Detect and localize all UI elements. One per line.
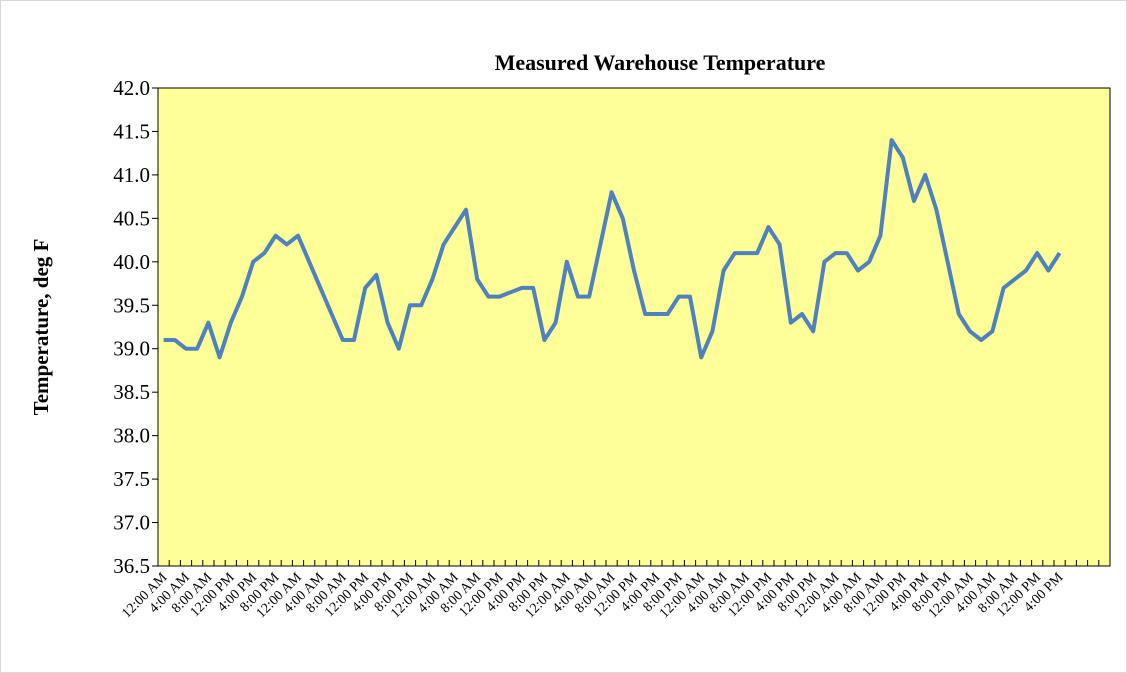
data-line bbox=[163, 138, 1062, 360]
y-tick-label: 40.0 bbox=[113, 250, 150, 274]
y-tick-label: 36.5 bbox=[113, 554, 150, 578]
y-tick-label: 40.5 bbox=[113, 206, 150, 230]
y-tick-label: 38.0 bbox=[113, 424, 150, 448]
plot-border bbox=[157, 87, 1111, 567]
chart-title: Measured Warehouse Temperature bbox=[495, 50, 826, 75]
y-axis-label: Temperature, deg F bbox=[29, 239, 53, 416]
y-tick-label: 37.5 bbox=[113, 467, 150, 491]
y-tick-label: 38.5 bbox=[113, 380, 150, 404]
y-tick-label: 39.5 bbox=[113, 293, 150, 317]
y-tick-label: 37.0 bbox=[113, 511, 150, 535]
y-tick-label: 42.0 bbox=[113, 76, 150, 100]
y-tick-label: 39.0 bbox=[113, 337, 150, 361]
y-tick-label: 41.5 bbox=[113, 119, 150, 143]
plot-area bbox=[158, 88, 1110, 566]
y-tick-label: 41.0 bbox=[113, 163, 150, 187]
